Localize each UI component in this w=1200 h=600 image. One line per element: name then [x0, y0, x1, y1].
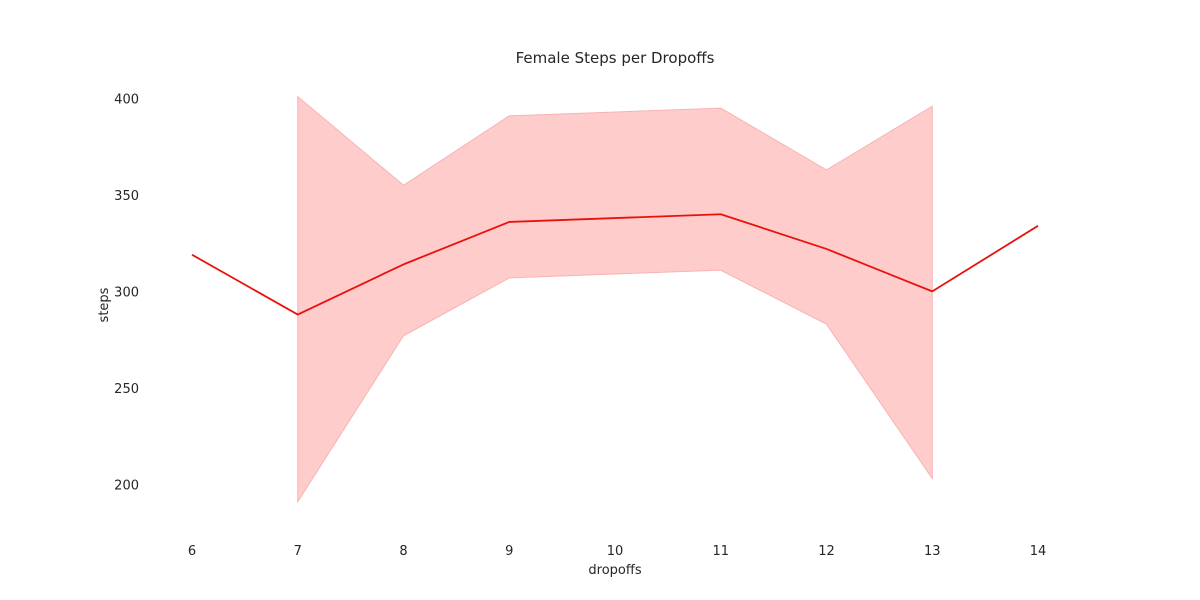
y-axis-ticks: 200 250 300 350 400: [114, 93, 139, 494]
y-tick-label: 300: [114, 285, 139, 300]
y-tick-label: 400: [114, 93, 139, 108]
x-tick-label: 11: [712, 544, 729, 559]
x-tick-label: 6: [188, 544, 196, 559]
series-line-layer: [191, 213, 1039, 316]
x-tick-label: 14: [1030, 544, 1047, 559]
x-tick-label: 7: [294, 544, 302, 559]
x-tick-label: 13: [924, 544, 941, 559]
x-tick-label: 9: [505, 544, 513, 559]
x-axis-label: dropoffs: [588, 563, 641, 578]
chart-title: Female Steps per Dropoffs: [516, 49, 715, 67]
series-line-steps: [191, 213, 1039, 316]
x-tick-label: 12: [818, 544, 835, 559]
y-tick-label: 250: [114, 382, 139, 397]
x-axis-ticks: 6 7 8 9 10 11 12 13 14: [188, 544, 1046, 559]
confidence-band-layer: [297, 95, 933, 504]
x-tick-label: 8: [399, 544, 407, 559]
y-tick-label: 200: [114, 478, 139, 493]
confidence-band: [297, 95, 933, 504]
x-tick-label: 10: [607, 544, 624, 559]
y-axis-label: steps: [97, 287, 112, 322]
y-tick-label: 350: [114, 189, 139, 204]
